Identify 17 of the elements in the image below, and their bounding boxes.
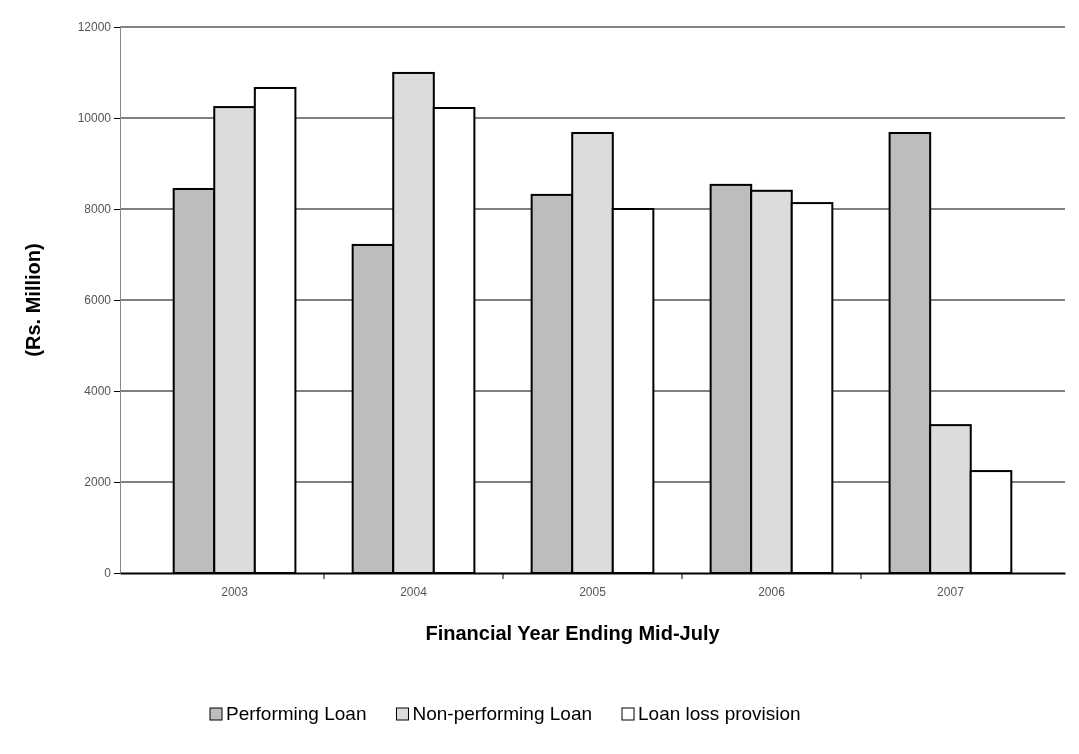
x-tick-label: 2004 <box>400 584 428 599</box>
y-tick-label: 2000 <box>84 475 112 490</box>
legend-label: Non-performing Loan <box>412 703 593 724</box>
x-tick-label: 2003 <box>221 584 249 599</box>
y-tick-label: 12000 <box>77 20 112 35</box>
y-tick-label: 6000 <box>84 293 112 308</box>
y-tick-label: 10000 <box>77 111 112 126</box>
y-tick-label: 4000 <box>84 384 112 399</box>
y-tick-label: 8000 <box>84 202 112 217</box>
y-axis-title: (Rs. Million) <box>22 243 44 357</box>
legend-label: Loan loss provision <box>638 703 801 724</box>
x-tick-label: 2006 <box>758 584 786 599</box>
x-tick-label: 2007 <box>937 584 965 599</box>
x-tick-label: 2005 <box>579 584 607 599</box>
x-axis-title: Financial Year Ending Mid-July <box>425 622 721 644</box>
y-tick-label: 0 <box>104 566 112 581</box>
legend-label: Performing Loan <box>226 703 367 724</box>
